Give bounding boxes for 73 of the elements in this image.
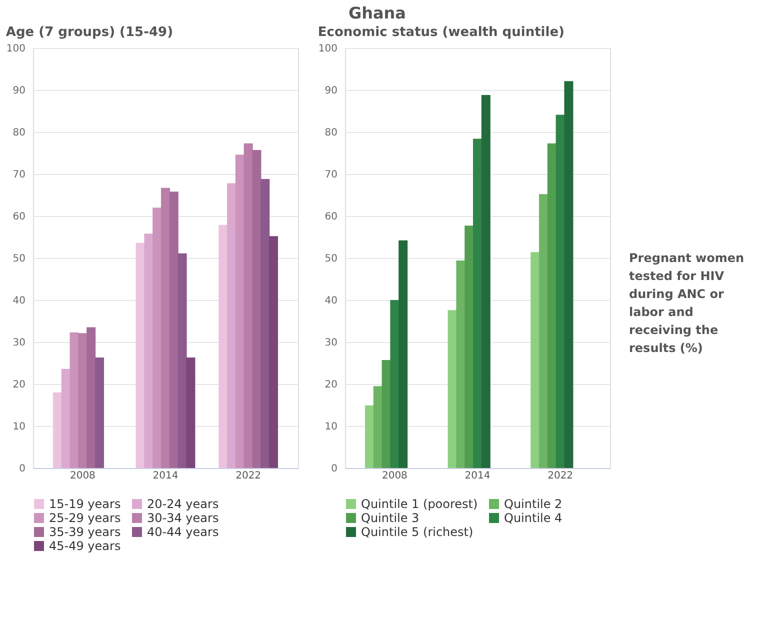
y-tick-label: 80 (324, 128, 338, 138)
x-tick-label: 2022 (548, 470, 574, 482)
bar (61, 368, 70, 468)
legend-label: Quintile 4 (504, 511, 562, 525)
x-tick-label: 2008 (382, 470, 408, 482)
bar (186, 358, 196, 468)
bar (218, 224, 228, 468)
bar (161, 188, 170, 468)
bar (547, 143, 556, 468)
bar (481, 95, 490, 468)
legend-label: 30-34 years (147, 511, 219, 525)
y-tick-label: 90 (12, 86, 26, 96)
y-tick-label: 80 (12, 128, 26, 138)
bar (178, 253, 187, 468)
bar (152, 208, 162, 468)
y-tick-label: 60 (324, 212, 338, 222)
x-tick-label: 2014 (152, 470, 178, 482)
legend-label: Quintile 1 (poorest) (361, 497, 478, 511)
bar (564, 81, 574, 468)
x-tick-label: 2008 (70, 470, 96, 482)
text: Pregnant women tested for HIV during ANC or labor and receiving the results (%) (629, 251, 744, 355)
y-tick-label: 10 (12, 422, 26, 432)
legend-label: 25-29 years (49, 511, 121, 525)
legend-label: 40-44 years (147, 525, 219, 539)
bar (398, 240, 408, 468)
x-tick-label: 2014 (464, 470, 490, 482)
bar (235, 154, 244, 468)
chart-title: Economic status (wealth quintile) (318, 25, 564, 40)
y-tick-label: 100 (6, 44, 26, 54)
y-tick-label: 0 (331, 464, 338, 474)
legend-label: 15-19 years (49, 497, 121, 511)
y-tick-label: 60 (12, 212, 26, 222)
bar (269, 236, 278, 468)
legend-label: 35-39 years (49, 525, 121, 539)
bar (530, 252, 540, 468)
y-tick-label: 100 (318, 44, 338, 54)
bar (52, 392, 62, 468)
y-tick-label: 20 (324, 380, 338, 390)
bar (260, 179, 270, 468)
legend-label: Quintile 3 (361, 511, 420, 525)
bar (169, 192, 178, 468)
legend-label: 20-24 years (147, 497, 219, 511)
y-tick-label: 50 (324, 254, 338, 264)
bar (539, 194, 548, 468)
y-tick-label: 40 (324, 296, 338, 306)
legend-label: Quintile 2 (504, 497, 562, 511)
legend-label: 45-49 years (49, 539, 121, 553)
x-tick-label: 2022 (236, 470, 262, 482)
bar (252, 150, 262, 468)
y-tick-label: 30 (324, 338, 338, 348)
y-tick-label: 10 (324, 422, 338, 432)
chart-title: Age (7 groups) (15-49) (6, 25, 174, 40)
y-tick-label: 90 (324, 86, 338, 96)
bar (86, 327, 96, 468)
y-tick-label: 70 (12, 170, 26, 180)
bar (456, 260, 466, 468)
bar (94, 358, 104, 468)
y-tick-label: 40 (12, 296, 26, 306)
y-tick-label: 20 (12, 380, 26, 390)
legend-label: Quintile 5 (richest) (361, 525, 474, 539)
y-tick-label: 70 (324, 170, 338, 180)
bar (364, 405, 374, 468)
bar (464, 226, 474, 468)
text: Ghana (348, 4, 406, 22)
bar (390, 300, 400, 468)
y-tick-label: 50 (12, 254, 26, 264)
y-tick-label: 30 (12, 338, 26, 348)
bar (473, 138, 482, 468)
bar (227, 183, 236, 468)
bar (373, 386, 382, 468)
bar (78, 333, 88, 468)
y-tick-label: 0 (19, 464, 26, 474)
bar (144, 234, 154, 468)
